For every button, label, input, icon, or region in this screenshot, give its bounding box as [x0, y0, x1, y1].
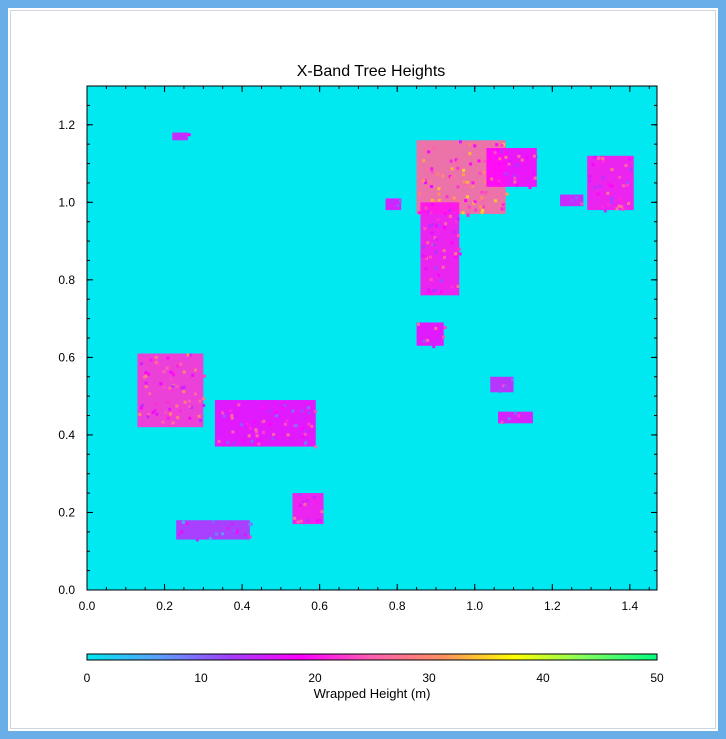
colorbar-tick-label: 30 [422, 671, 436, 685]
colorbar [86, 653, 658, 661]
patch-bottom-center [292, 493, 324, 525]
x-tick-label: 0.6 [311, 599, 328, 613]
y-tick-label: 0.0 [58, 583, 75, 597]
forest-stand-top-right [587, 155, 634, 213]
x-axis: 0.0 0.2 0.4 0.6 0.8 1.0 1.2 1.4 [79, 86, 650, 613]
y-tick-label: 0.4 [58, 428, 75, 442]
y-tick-label: 1.2 [58, 118, 75, 132]
y-tick-label: 1.0 [58, 195, 75, 209]
forest-stand-left-east [214, 400, 318, 449]
chart-title: X-Band Tree Heights [297, 63, 446, 80]
colorbar-tick-label: 50 [650, 671, 664, 685]
patch-small-top-left [172, 132, 191, 141]
height-regions [137, 132, 634, 542]
x-tick-label: 1.4 [622, 599, 639, 613]
x-tick-label: 1.2 [544, 599, 561, 613]
inner-frame [10, 10, 716, 729]
patch-mid-right-c [490, 376, 515, 393]
patch-small-right [560, 194, 584, 207]
patch-mid-right-a [416, 322, 447, 349]
colorbar-tick-label: 0 [84, 671, 91, 685]
colorbar-ticks: 0 10 20 30 40 50 [84, 671, 664, 685]
x-tick-label: 0.2 [156, 599, 173, 613]
x-tick-label: 0.0 [79, 599, 96, 613]
y-tick-label: 0.2 [58, 505, 75, 519]
colorbar-tick-label: 20 [308, 671, 322, 685]
colorbar-label: Wrapped Height (m) [314, 686, 431, 701]
forest-stand-left-west [137, 353, 207, 428]
y-axis: 0.0 0.2 0.4 0.6 0.8 1.0 1.2 [58, 104, 657, 597]
colorbar-tick-label: 40 [536, 671, 550, 685]
patch-mid-right-b [498, 411, 533, 424]
patch-bottom-left [176, 520, 253, 542]
colorbar-tick-label: 10 [194, 671, 208, 685]
x-tick-label: 0.8 [389, 599, 406, 613]
x-tick-label: 0.4 [234, 599, 251, 613]
y-tick-label: 0.8 [58, 273, 75, 287]
forest-strip-top-center [420, 202, 462, 296]
plot-background [87, 86, 657, 590]
x-tick-label: 1.0 [466, 599, 483, 613]
y-tick-label: 0.6 [58, 350, 75, 364]
forest-stand-top-tail [486, 148, 538, 190]
patch-small-mid [385, 198, 402, 211]
